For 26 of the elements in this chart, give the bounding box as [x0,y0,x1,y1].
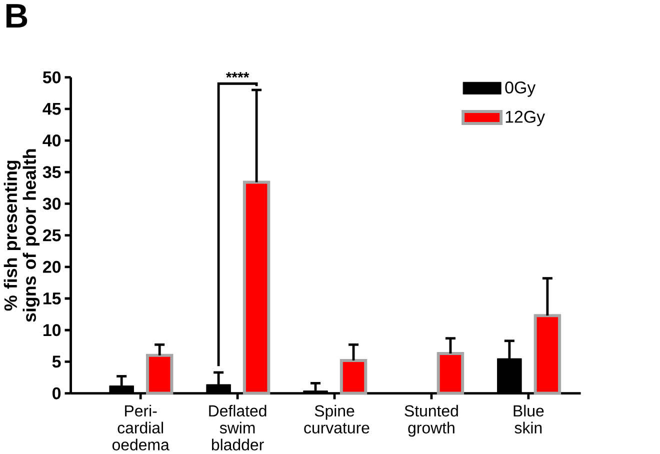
y-tick-label: 15 [43,292,61,304]
y-tick-label: 5 [52,356,61,368]
legend-label: 12Gy [506,110,546,126]
y-tick-label: 25 [43,229,61,242]
x-tick-label: Peri-cardial oedema [112,404,170,450]
bar [436,352,464,395]
y-tick-label: 45 [42,103,61,115]
x-tick-label: Blue skin [514,404,544,434]
x-tick-label: Spine curvature [304,404,370,434]
legend-label: 0Gy [505,81,536,97]
text: B [6,4,28,28]
annotation: **** [226,72,250,78]
x-tick-label: Stunted growth [404,404,458,437]
y-tick-label: 50 [42,71,61,84]
y-tick-label: 30 [42,198,61,210]
bar [534,314,562,395]
bar [242,180,270,395]
bar [146,354,174,395]
y-tick-label: 20 [43,260,61,273]
bar [340,358,368,395]
y-tick-label: 35 [42,166,61,178]
y-axis-title: % fish presenting signs of poor health [4,149,40,322]
y-tick-label: 10 [43,324,61,336]
x-tick-label: Deflated swim bladder [209,404,266,450]
y-tick-label: 0 [52,387,61,400]
y-tick-label: 40 [42,134,61,147]
